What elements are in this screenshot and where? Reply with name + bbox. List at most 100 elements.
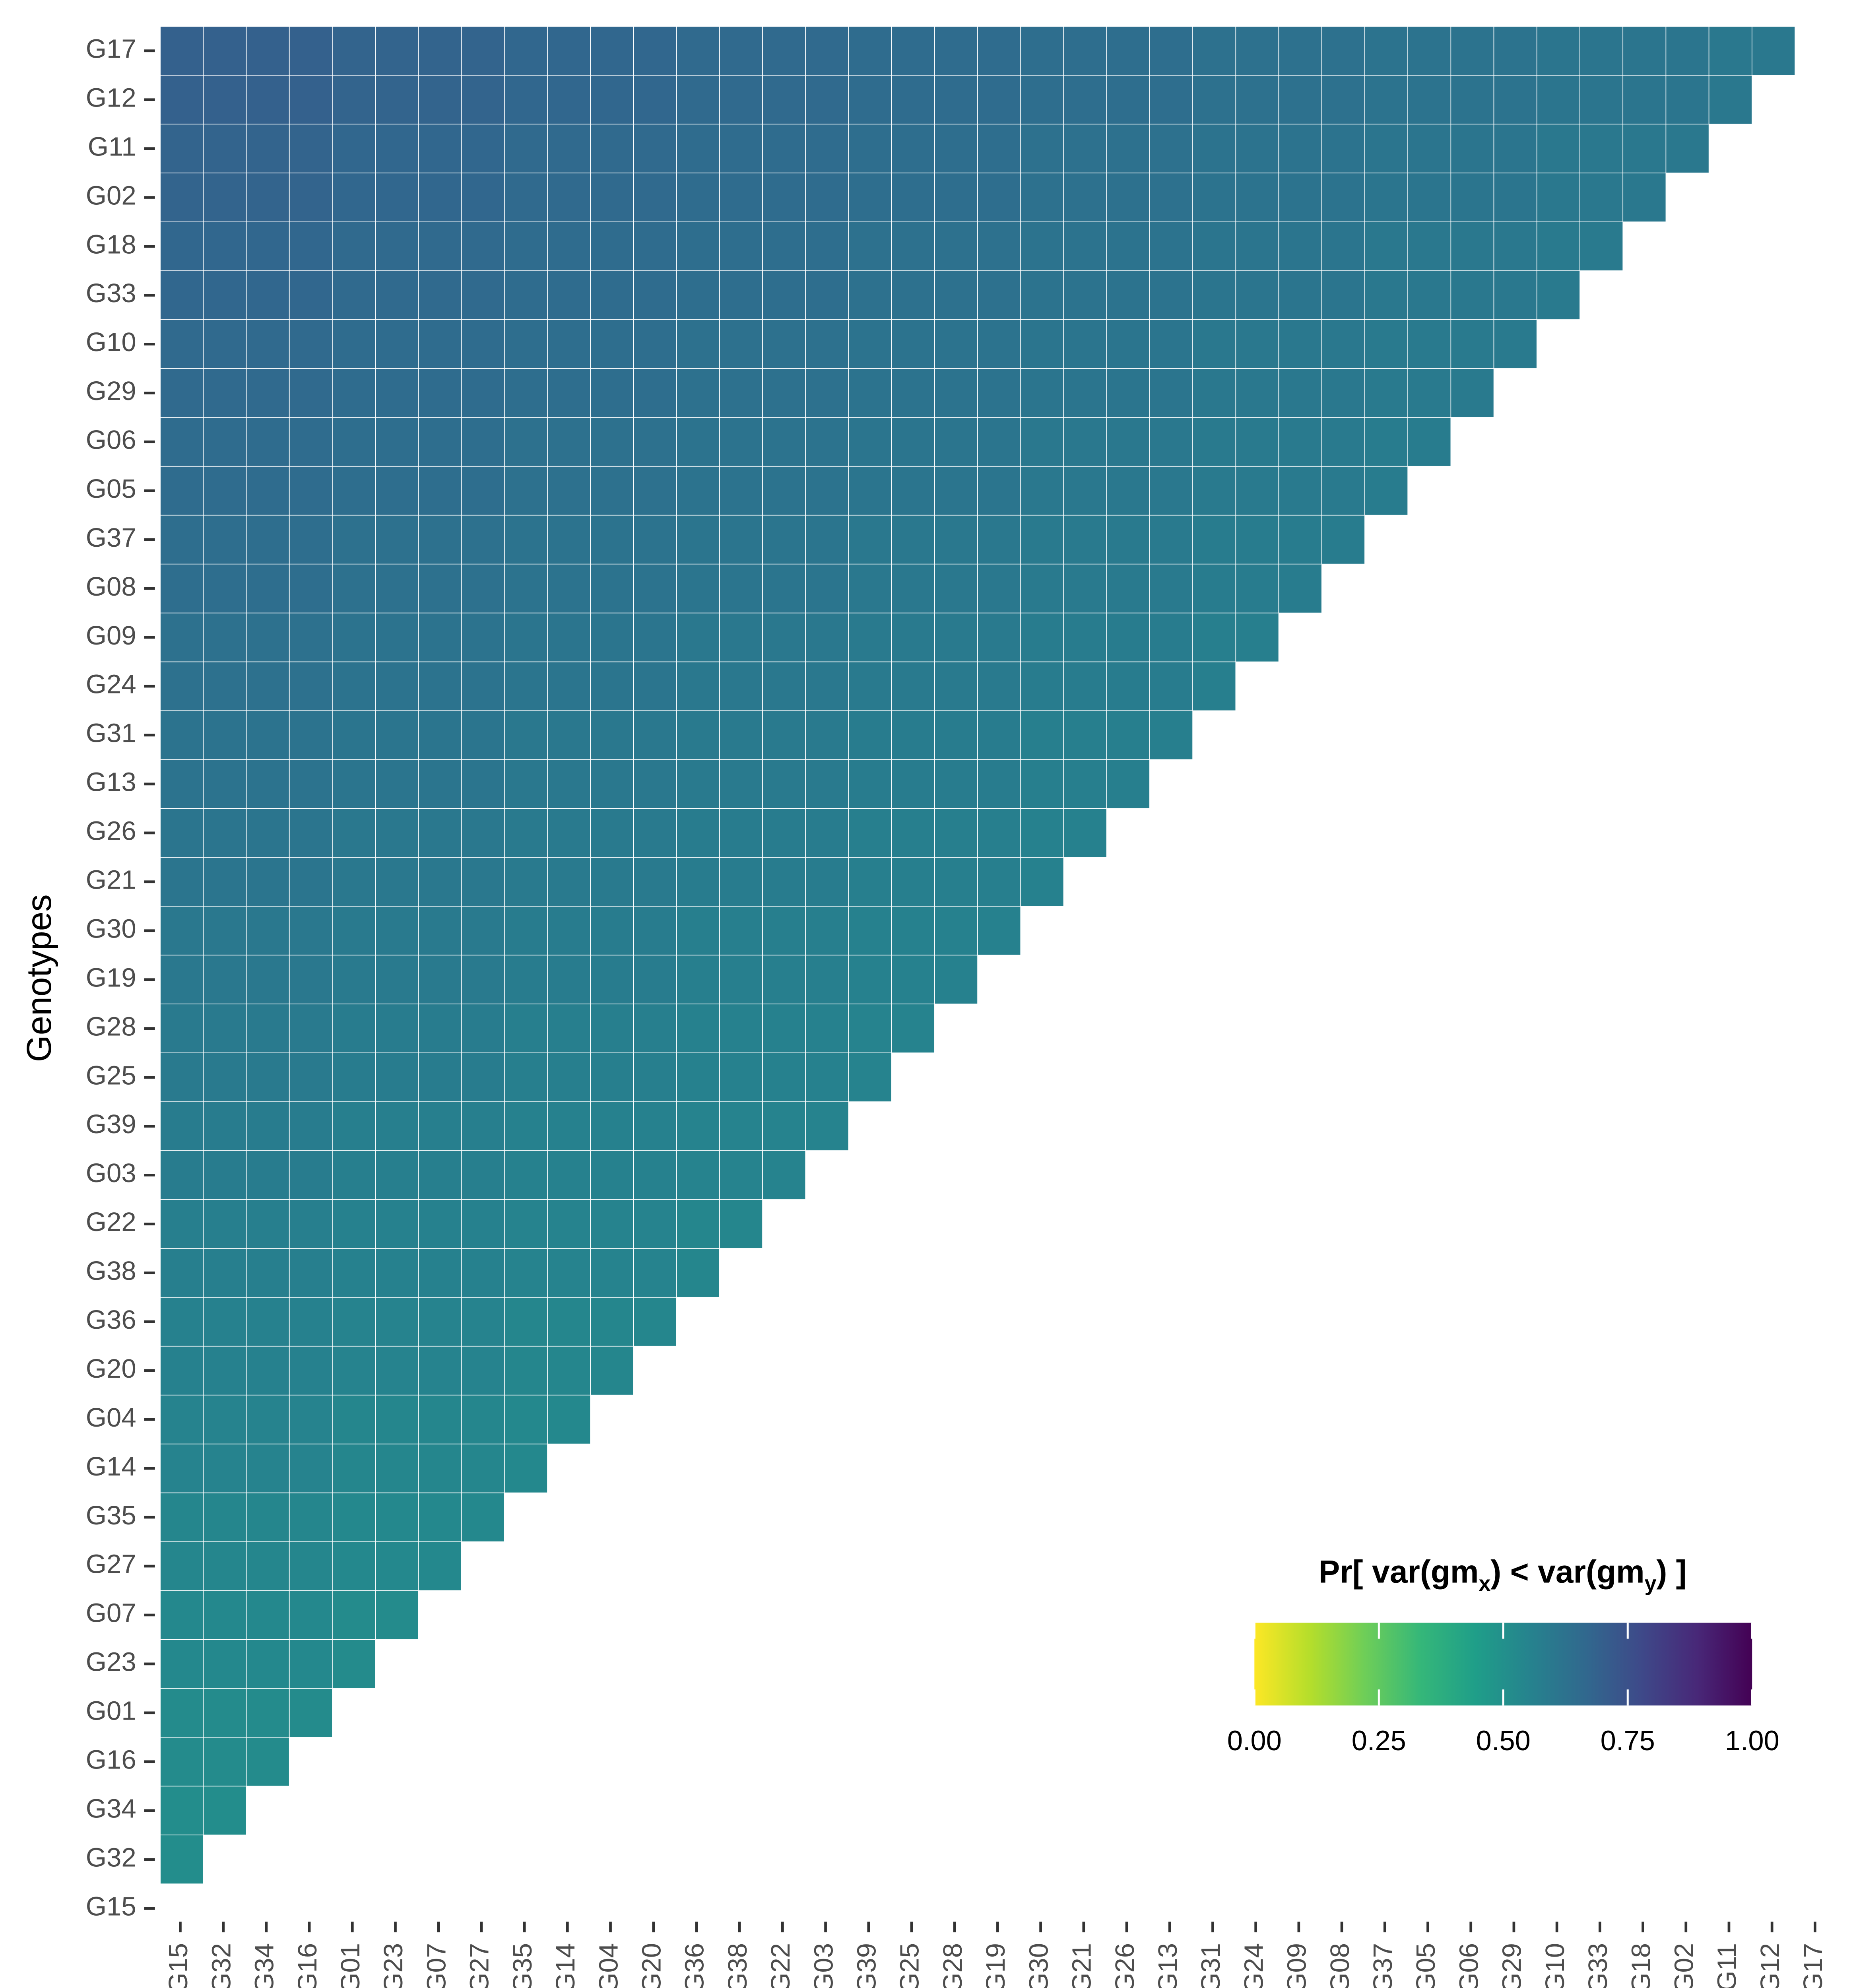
heatmap-cell xyxy=(246,1541,290,1591)
heatmap-cell xyxy=(977,368,1021,418)
heatmap-cell xyxy=(1020,808,1064,858)
y-tick-label: G04 xyxy=(86,1403,136,1433)
heatmap-cell xyxy=(289,417,333,467)
heatmap-cell xyxy=(332,1052,376,1102)
heatmap-cell xyxy=(1278,368,1322,418)
heatmap-cell xyxy=(676,759,720,809)
heatmap-cell xyxy=(590,1004,634,1053)
y-tick-label: G35 xyxy=(86,1501,136,1530)
heatmap-cell xyxy=(375,75,419,124)
heatmap-cell xyxy=(289,1150,333,1200)
heatmap-cell xyxy=(590,319,634,369)
heatmap-cell xyxy=(1192,514,1236,565)
heatmap-cell xyxy=(590,124,634,173)
heatmap-cell xyxy=(332,1492,376,1542)
heatmap-cell xyxy=(762,808,806,858)
heatmap-cell xyxy=(203,612,247,662)
y-tick-label: G21 xyxy=(86,865,136,895)
y-tick-label: G25 xyxy=(86,1060,136,1090)
heatmap-cell xyxy=(547,417,591,467)
heatmap-cell xyxy=(246,808,290,858)
heatmap-cell xyxy=(1321,319,1365,369)
heatmap-cell xyxy=(590,759,634,809)
heatmap-cell xyxy=(1450,368,1494,418)
heatmap-cell xyxy=(418,808,462,858)
x-tick-label: G28 xyxy=(938,1943,968,1988)
heatmap-cell xyxy=(676,466,720,516)
heatmap-cell xyxy=(891,319,935,369)
heatmap-cell xyxy=(934,661,978,711)
heatmap-cell xyxy=(246,1101,290,1151)
heatmap-cell xyxy=(590,173,634,222)
heatmap-cell xyxy=(676,563,720,613)
heatmap-cell xyxy=(676,808,720,858)
heatmap-cell xyxy=(805,75,849,124)
heatmap-cell xyxy=(1020,75,1064,124)
heatmap-cell xyxy=(1407,26,1451,76)
legend-title-subscript: x xyxy=(1479,1572,1491,1596)
heatmap-cell xyxy=(289,1590,333,1640)
heatmap-cell xyxy=(547,270,591,320)
heatmap-cell xyxy=(203,75,247,124)
heatmap-cell xyxy=(676,417,720,467)
heatmap-cell xyxy=(547,75,591,124)
legend-title-part: ) < var(gm xyxy=(1490,1554,1644,1590)
heatmap-cell xyxy=(375,417,419,467)
heatmap-cell xyxy=(504,857,548,907)
heatmap-cell xyxy=(332,759,376,809)
heatmap-cell xyxy=(203,1786,247,1836)
heatmap-cell xyxy=(590,906,634,956)
heatmap-cell xyxy=(1407,270,1451,320)
heatmap-cell xyxy=(332,1394,376,1444)
heatmap-cell xyxy=(1020,417,1064,467)
heatmap-cell xyxy=(891,270,935,320)
heatmap-cell xyxy=(848,563,892,613)
heatmap-cell xyxy=(1192,26,1236,76)
heatmap-cell xyxy=(1149,710,1193,760)
heatmap-cell xyxy=(203,1590,247,1640)
heatmap-cell xyxy=(1278,417,1322,467)
heatmap-cell xyxy=(289,1248,333,1298)
heatmap-cell xyxy=(1020,612,1064,662)
x-tick-label: G05 xyxy=(1411,1943,1441,1988)
heatmap-cell xyxy=(375,1443,419,1493)
heatmap-cell xyxy=(633,1150,677,1200)
heatmap-cell xyxy=(934,955,978,1004)
heatmap-cell xyxy=(1407,75,1451,124)
x-tick-label: G14 xyxy=(551,1943,580,1988)
heatmap-cell xyxy=(547,612,591,662)
heatmap-cell xyxy=(547,1150,591,1200)
heatmap-cell xyxy=(1106,759,1150,809)
heatmap-cell xyxy=(1579,173,1624,222)
heatmap-cell xyxy=(461,759,505,809)
heatmap-cell xyxy=(289,1004,333,1053)
heatmap-cell xyxy=(160,661,204,711)
heatmap-cell xyxy=(719,75,763,124)
x-tick-label: G20 xyxy=(636,1943,666,1988)
heatmap-cell xyxy=(1020,563,1064,613)
heatmap-cell xyxy=(1106,514,1150,565)
heatmap-cell xyxy=(203,1639,247,1689)
heatmap-cell xyxy=(461,75,505,124)
heatmap-cell xyxy=(332,221,376,271)
heatmap-cell xyxy=(160,417,204,467)
heatmap-cell xyxy=(1063,514,1107,565)
heatmap-cell xyxy=(375,466,419,516)
heatmap-cell xyxy=(1321,26,1365,76)
heatmap-cell xyxy=(203,1297,247,1347)
y-tick-label: G07 xyxy=(86,1598,136,1628)
heatmap-cell xyxy=(891,368,935,418)
heatmap-cell xyxy=(848,857,892,907)
heatmap-cell xyxy=(1063,466,1107,516)
heatmap-cell xyxy=(289,906,333,956)
heatmap-cell xyxy=(633,1004,677,1053)
heatmap-cell xyxy=(418,26,462,76)
heatmap-cell xyxy=(504,173,548,222)
colorbar-tick-label: 0.50 xyxy=(1476,1725,1531,1756)
heatmap-cell xyxy=(977,759,1021,809)
x-tick-label: G35 xyxy=(508,1943,537,1988)
y-tick-label: G28 xyxy=(86,1011,136,1041)
heatmap-cell xyxy=(203,270,247,320)
heatmap-cell xyxy=(332,1199,376,1249)
heatmap-cell xyxy=(289,1443,333,1493)
